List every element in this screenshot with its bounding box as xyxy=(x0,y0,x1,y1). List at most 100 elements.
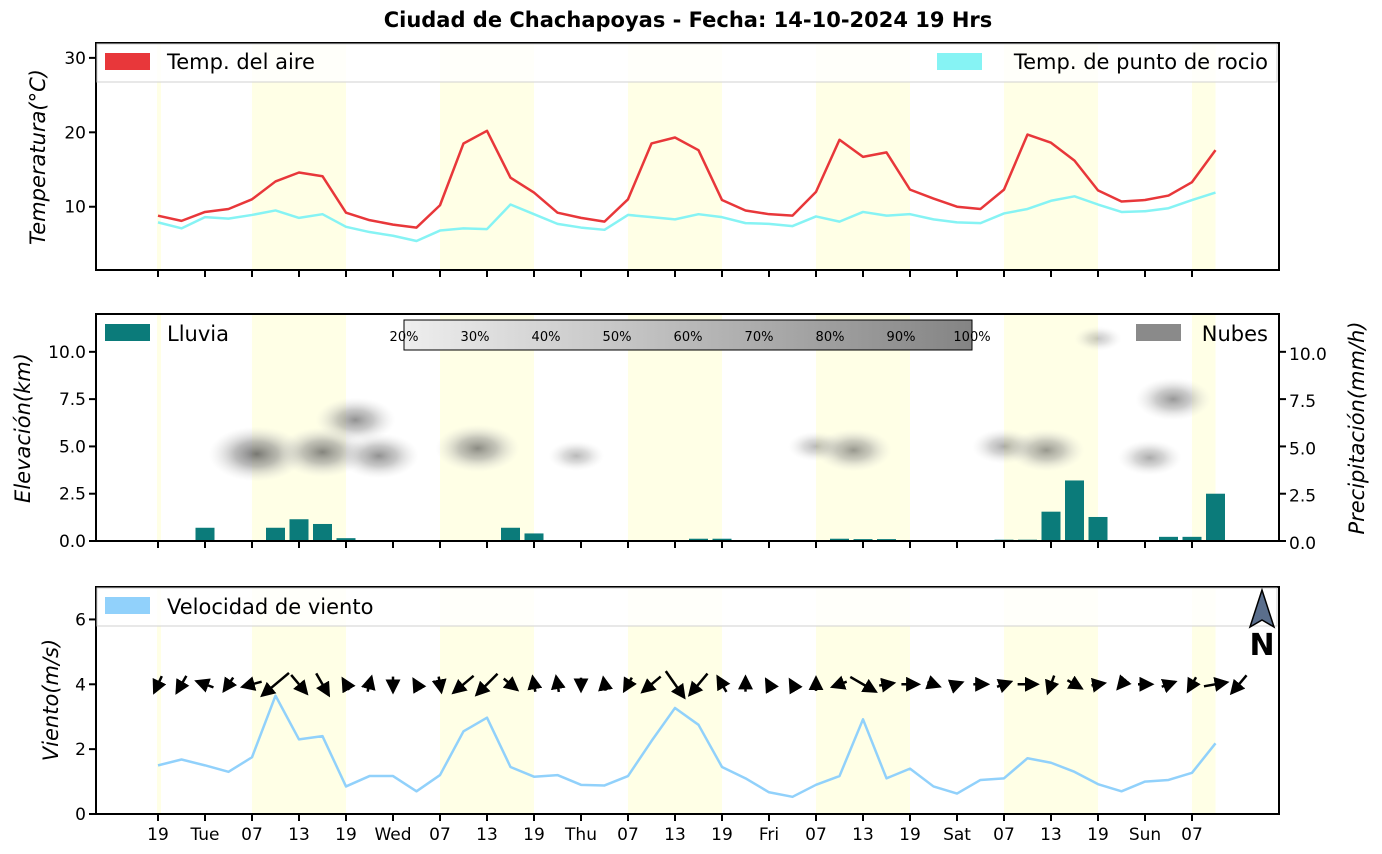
cloud-blob xyxy=(208,426,305,482)
y-tick-label: 2 xyxy=(75,740,86,760)
y-tick-label: 10.0 xyxy=(48,343,86,363)
wind-direction-arrow xyxy=(829,675,848,690)
wind-legend: Velocidad de viento xyxy=(96,587,1278,627)
wind-direction-arrow xyxy=(788,677,803,695)
x-tick-label: 19 xyxy=(335,825,357,845)
colorbar-label: 80% xyxy=(816,330,845,345)
y-tick-label-right: 0.0 xyxy=(1289,534,1316,554)
x-tick-label: Sat xyxy=(943,825,971,845)
wind-direction-arrow xyxy=(527,674,543,692)
wind-direction-arrow xyxy=(1045,675,1060,696)
wind-direction-arrow xyxy=(451,674,475,695)
colorbar-bar xyxy=(403,319,973,351)
wind-direction-arrow xyxy=(1186,676,1201,694)
y-tick-label-right: 5.0 xyxy=(1289,439,1316,459)
legend-swatch-wind-speed xyxy=(105,597,150,614)
cloud-blob xyxy=(1117,440,1182,476)
rain-bar xyxy=(195,527,215,541)
x-tick-label: 07 xyxy=(241,825,263,845)
wind-direction-arrow xyxy=(222,676,238,694)
wind-direction-arrow xyxy=(1116,674,1132,691)
rain-bar xyxy=(1182,536,1202,541)
rain-bar xyxy=(1088,516,1108,541)
cloud-blob xyxy=(548,440,605,471)
wind-direction-arrow xyxy=(687,672,709,697)
wind-direction-arrow xyxy=(550,674,566,693)
daytime-band xyxy=(157,43,161,270)
temperature-legend: Temp. del aire Temp. de punto de rocio xyxy=(96,43,1278,83)
wind-direction-arrow xyxy=(412,677,427,694)
wind-axes-frame xyxy=(95,586,1280,815)
wind-direction-arrow xyxy=(315,672,331,698)
wind-direction-arrow xyxy=(878,677,897,693)
precipitation-axis-label: Precipitación(mm/h) xyxy=(1345,321,1369,534)
wind-direction-arrow xyxy=(1229,674,1248,696)
legend-label-clouds: Nubes xyxy=(1202,322,1268,346)
rain-bar xyxy=(1206,493,1225,541)
y-tick-label: 20 xyxy=(64,123,86,143)
air-temp-line xyxy=(157,129,1217,229)
x-tick-label: 13 xyxy=(288,825,310,845)
x-tick-label: 07 xyxy=(429,825,451,845)
rain-bar xyxy=(1159,536,1178,541)
wind-direction-arrow xyxy=(361,674,376,693)
wind-direction-arrow xyxy=(664,670,686,700)
x-tick-label: 19 xyxy=(711,825,733,845)
colorbar-label: 60% xyxy=(674,330,703,345)
x-tick-label: Thu xyxy=(564,825,597,845)
x-tick-label: 07 xyxy=(1181,825,1203,845)
x-tick-label: 13 xyxy=(1040,825,1062,845)
wind-direction-arrow xyxy=(1160,679,1178,694)
y-tick-label-right: 10.0 xyxy=(1289,345,1327,365)
cloud-blob xyxy=(1074,326,1122,352)
wind-direction-arrow xyxy=(431,676,447,695)
colorbar-label: 70% xyxy=(745,330,774,345)
x-tick-label: 13 xyxy=(664,825,686,845)
legend-swatch-rain xyxy=(105,324,150,341)
cloud-blob xyxy=(1135,377,1212,421)
wind-direction-arrow xyxy=(474,672,499,697)
north-arrow-icon xyxy=(1248,587,1276,629)
wind-direction-arrow xyxy=(947,679,965,694)
legend-label-rain: Lluvia xyxy=(167,322,229,346)
colorbar-label: 20% xyxy=(390,330,419,345)
temperature-panel: 10 20 30 Temperatura(°C) Temp. del aire Te… xyxy=(26,42,1280,277)
wind-direction-arrow xyxy=(1090,677,1108,693)
wind-direction-arrow xyxy=(764,677,779,694)
x-tick-label: 07 xyxy=(993,825,1015,845)
wind-direction-arrow xyxy=(260,672,290,698)
wind-direction-arrow xyxy=(152,675,167,695)
dew-point-line xyxy=(157,191,1216,243)
wind-direction-arrow xyxy=(849,675,878,693)
wind-direction-arrow xyxy=(502,676,520,692)
wind-direction-arrow xyxy=(598,675,613,692)
daytime-band xyxy=(1192,43,1216,270)
rain-bar xyxy=(313,523,332,541)
y-tick-label-right: 2.5 xyxy=(1289,487,1316,507)
wind-axis-label: Viento(m/s) xyxy=(39,639,63,761)
cloud-blob xyxy=(315,397,396,443)
rain-bar xyxy=(266,527,285,541)
legend-label-air-temp: Temp. del aire xyxy=(166,50,315,74)
wind-direction-arrow xyxy=(640,675,662,694)
north-arrow: N xyxy=(1248,587,1276,663)
rain-bar xyxy=(336,538,356,541)
x-tick-label: 19 xyxy=(523,825,545,845)
colorbar-label: 100% xyxy=(953,330,990,345)
cloud-blob xyxy=(1008,428,1085,472)
y-tick-label: 10 xyxy=(64,198,86,218)
rain-bar xyxy=(830,538,849,541)
x-tick-label: 07 xyxy=(617,825,639,845)
north-label: N xyxy=(1249,628,1274,663)
y-tick-label: 6 xyxy=(75,610,86,630)
rain-bar xyxy=(1041,511,1061,541)
y-tick-label: 30 xyxy=(64,49,86,69)
x-tick-label: 13 xyxy=(476,825,498,845)
legend-box xyxy=(96,587,1278,627)
x-tick-label: 19 xyxy=(1087,825,1109,845)
wind-direction-arrow xyxy=(716,674,731,693)
wind-direction-arrow xyxy=(290,674,309,696)
cloud-blob xyxy=(338,433,419,479)
legend-swatch-air-temp xyxy=(105,53,150,70)
wind-direction-arrow xyxy=(175,675,190,695)
